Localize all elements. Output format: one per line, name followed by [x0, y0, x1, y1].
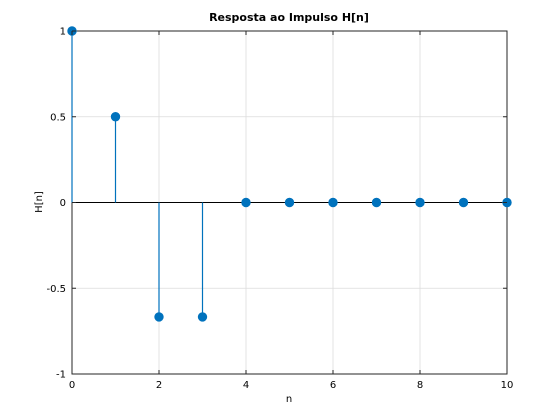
- x-tick-label: 0: [69, 380, 75, 391]
- x-tick-label: 10: [501, 380, 514, 391]
- x-axis-ticks: 0 2 4 6 8 10: [69, 31, 514, 391]
- stem-marker: [328, 197, 338, 208]
- stem-marker: [284, 197, 295, 208]
- stem-marker: [154, 312, 164, 322]
- stem-marker: [241, 197, 251, 208]
- chart-title: Resposta ao Impulso H[n]: [209, 11, 369, 24]
- y-axis-label: H[n]: [34, 191, 45, 213]
- x-tick-label: 4: [243, 380, 249, 391]
- stem-marker: [458, 197, 469, 208]
- y-axis-ticks: -1 -0.5 0 0.5 1: [46, 27, 507, 381]
- stem-marker: [197, 312, 208, 322]
- y-tick-label: -1: [56, 370, 66, 381]
- y-tick-label: 0: [60, 198, 66, 209]
- x-axis-label: n: [286, 394, 292, 405]
- stem-marker: [371, 197, 382, 208]
- y-tick-label: 0.5: [50, 112, 66, 123]
- x-tick-label: 8: [417, 380, 423, 391]
- x-tick-label: 2: [156, 380, 162, 391]
- x-tick-label: 6: [330, 380, 336, 391]
- y-tick-label: -0.5: [46, 284, 66, 295]
- stem-marker: [110, 112, 121, 122]
- stem-marker: [415, 197, 425, 208]
- y-tick-label: 1: [60, 27, 66, 38]
